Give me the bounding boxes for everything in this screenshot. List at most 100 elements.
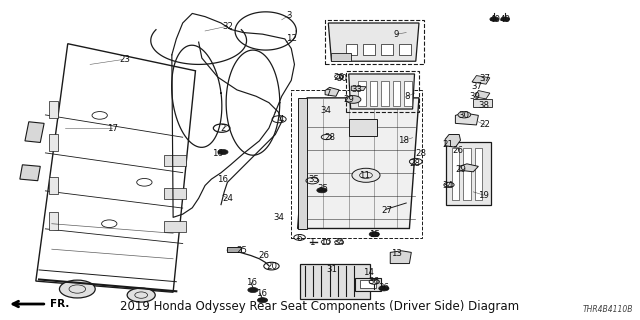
Polygon shape	[164, 221, 186, 232]
Text: 9: 9	[394, 30, 399, 39]
Text: 12: 12	[286, 35, 297, 44]
Text: 25: 25	[237, 246, 248, 255]
Text: 19: 19	[478, 190, 489, 200]
Text: 30: 30	[459, 111, 470, 120]
Text: 38: 38	[478, 101, 489, 110]
Text: 7: 7	[325, 89, 330, 98]
Text: 32: 32	[222, 22, 233, 31]
Polygon shape	[472, 76, 490, 84]
Polygon shape	[390, 251, 412, 264]
Polygon shape	[49, 212, 58, 230]
Text: 30: 30	[337, 74, 348, 83]
Text: 35: 35	[308, 175, 319, 184]
Polygon shape	[349, 119, 378, 136]
Text: 34: 34	[333, 238, 345, 247]
Polygon shape	[20, 165, 40, 181]
Circle shape	[369, 232, 380, 237]
Bar	[404, 81, 412, 107]
Text: 16: 16	[256, 289, 267, 298]
Text: 37: 37	[471, 82, 482, 91]
Text: 2019 Honda Odyssey Rear Seat Components (Driver Side) Diagram: 2019 Honda Odyssey Rear Seat Components …	[120, 300, 520, 313]
Bar	[452, 148, 460, 200]
Text: 6: 6	[297, 234, 302, 243]
Circle shape	[317, 188, 327, 193]
Bar	[381, 81, 389, 107]
Bar	[360, 280, 376, 288]
Bar	[473, 100, 492, 108]
Text: 40: 40	[500, 15, 511, 24]
Text: 35: 35	[317, 184, 329, 193]
Polygon shape	[445, 134, 461, 147]
Polygon shape	[25, 122, 44, 142]
Text: 34: 34	[321, 106, 332, 115]
Polygon shape	[164, 188, 186, 199]
Text: 18: 18	[397, 136, 408, 145]
Polygon shape	[49, 134, 58, 151]
Polygon shape	[298, 98, 419, 228]
Polygon shape	[325, 87, 339, 96]
Text: 28: 28	[409, 159, 420, 168]
Text: 27: 27	[381, 206, 392, 215]
Bar	[463, 148, 470, 200]
Circle shape	[500, 17, 509, 21]
Bar	[291, 90, 422, 238]
Bar	[474, 148, 482, 200]
Polygon shape	[328, 23, 419, 61]
Bar	[332, 53, 351, 61]
Bar	[325, 20, 424, 64]
Text: 11: 11	[359, 172, 370, 180]
Text: THR4B4110B: THR4B4110B	[582, 305, 633, 314]
Text: 15: 15	[369, 230, 380, 239]
Polygon shape	[349, 74, 415, 109]
Text: 14: 14	[363, 268, 374, 277]
Polygon shape	[164, 155, 186, 166]
Text: 33: 33	[351, 85, 362, 94]
Circle shape	[248, 287, 258, 292]
Polygon shape	[49, 100, 58, 118]
Text: 21: 21	[442, 140, 453, 148]
Text: 23: 23	[120, 55, 131, 64]
Bar	[393, 81, 401, 107]
Circle shape	[257, 298, 268, 303]
Text: 22: 22	[479, 120, 490, 130]
Bar	[227, 247, 241, 252]
Text: 26: 26	[333, 73, 345, 82]
Bar	[355, 278, 381, 291]
Text: 26: 26	[259, 251, 269, 260]
Text: 8: 8	[404, 92, 410, 101]
Text: 2: 2	[220, 124, 226, 132]
Circle shape	[218, 149, 228, 155]
Text: 16: 16	[218, 175, 228, 184]
Text: 4: 4	[279, 115, 284, 124]
Bar	[399, 44, 411, 55]
Text: 40: 40	[490, 15, 500, 24]
Polygon shape	[460, 164, 478, 172]
Circle shape	[379, 286, 389, 291]
Text: 36: 36	[369, 276, 380, 285]
Text: 16: 16	[246, 278, 257, 287]
Bar	[370, 81, 378, 107]
Polygon shape	[49, 177, 58, 194]
Circle shape	[352, 168, 380, 182]
Text: 36: 36	[378, 283, 389, 292]
Text: 37: 37	[479, 74, 490, 83]
Text: 29: 29	[455, 165, 466, 174]
Polygon shape	[351, 86, 366, 91]
Bar	[346, 71, 419, 112]
Bar	[300, 264, 370, 299]
Text: 17: 17	[107, 124, 118, 132]
Text: 20: 20	[266, 262, 277, 271]
Text: 28: 28	[415, 149, 426, 158]
Text: 13: 13	[391, 250, 402, 259]
Text: 39: 39	[469, 92, 480, 101]
Text: 3: 3	[287, 11, 292, 20]
Bar	[364, 44, 375, 55]
Text: 31: 31	[326, 265, 337, 275]
Circle shape	[490, 17, 499, 21]
Text: 29: 29	[343, 95, 354, 104]
Polygon shape	[474, 91, 490, 99]
Bar	[358, 81, 366, 107]
Text: FR.: FR.	[50, 299, 69, 309]
Text: 34: 34	[273, 213, 284, 222]
Bar	[346, 44, 357, 55]
